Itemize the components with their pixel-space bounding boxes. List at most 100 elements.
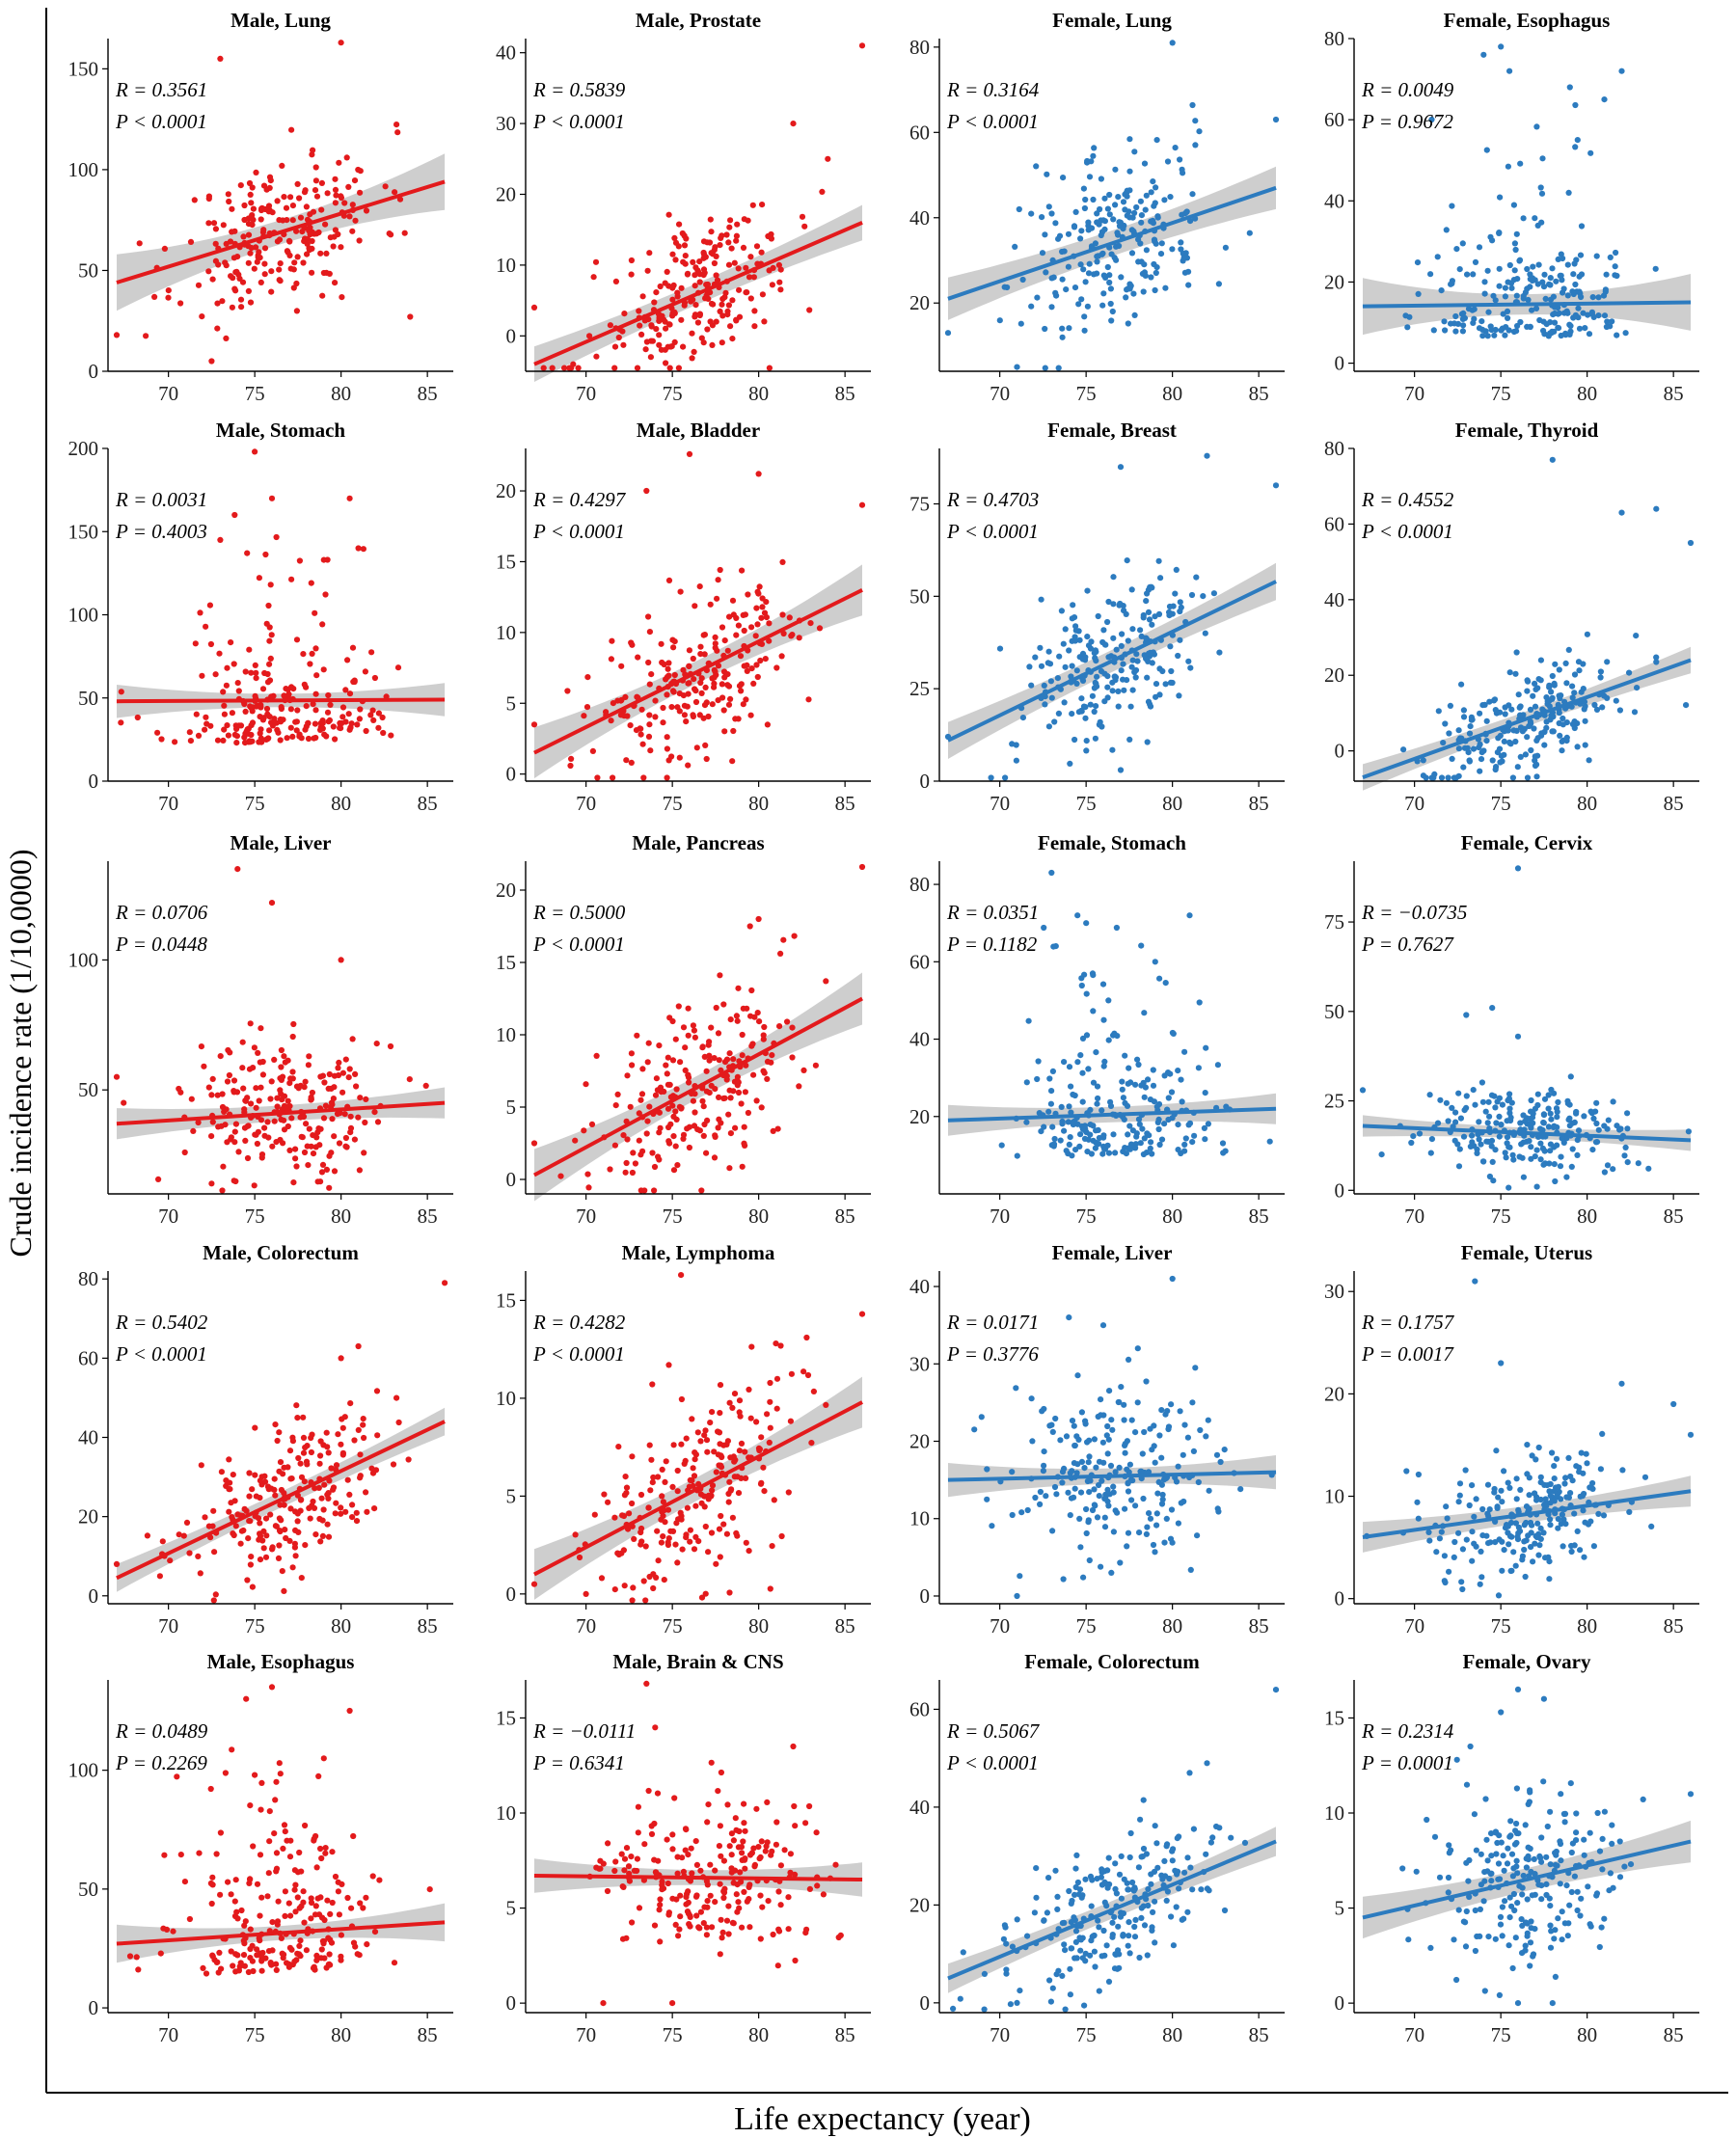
data-point	[1599, 1430, 1606, 1437]
y-tick-label: 15	[496, 550, 516, 573]
data-point	[367, 712, 374, 718]
data-point	[1470, 271, 1477, 278]
data-point	[300, 1113, 308, 1121]
data-point	[1510, 1156, 1517, 1163]
data-point	[716, 1462, 722, 1469]
data-point	[300, 651, 307, 658]
data-point	[1446, 730, 1452, 737]
data-point	[1033, 163, 1040, 170]
data-point	[646, 721, 653, 728]
data-point	[353, 1518, 361, 1525]
data-point	[1182, 1135, 1189, 1142]
data-point	[247, 1020, 254, 1027]
data-point	[703, 755, 710, 763]
data-point	[1079, 1955, 1086, 1962]
data-point	[1098, 217, 1104, 224]
data-point	[1035, 1058, 1042, 1065]
data-point	[669, 1846, 676, 1853]
data-point	[1051, 718, 1058, 725]
data-point	[777, 266, 784, 273]
data-point	[335, 1431, 341, 1438]
data-point	[1537, 657, 1544, 663]
data-point	[305, 1062, 312, 1069]
data-point	[1156, 975, 1163, 982]
data-point	[1136, 1529, 1143, 1536]
data-point	[588, 1121, 596, 1127]
data-point	[739, 1031, 746, 1039]
data-point	[319, 719, 326, 726]
data-point	[832, 1861, 839, 1868]
data-point	[1193, 574, 1200, 581]
data-point	[133, 1954, 140, 1961]
data-point	[1096, 1493, 1102, 1500]
x-tick-label: 80	[1577, 382, 1597, 405]
data-point	[1463, 1012, 1470, 1018]
data-point	[242, 668, 249, 675]
data-point	[701, 632, 709, 638]
data-point	[687, 1538, 693, 1545]
data-point	[1540, 1120, 1547, 1126]
data-point	[1131, 1934, 1139, 1940]
data-point	[257, 714, 263, 720]
data-point	[285, 1900, 292, 1907]
data-point	[372, 1467, 380, 1474]
data-point	[1100, 1063, 1107, 1069]
data-point	[621, 1867, 628, 1874]
data-point	[300, 1899, 307, 1906]
data-point	[1485, 309, 1492, 315]
data-point	[1090, 1933, 1097, 1939]
data-point	[1107, 1102, 1115, 1109]
data-point	[339, 704, 347, 711]
data-point	[669, 688, 677, 694]
data-point	[209, 1881, 216, 1888]
data-point	[1444, 1515, 1451, 1522]
data-point	[1088, 638, 1095, 645]
data-point	[306, 227, 312, 233]
data-point	[1150, 1908, 1156, 1915]
data-point	[239, 279, 247, 285]
data-point	[1400, 746, 1407, 753]
data-point	[1635, 1160, 1641, 1167]
y-tick-label: 0	[506, 763, 517, 786]
data-point	[1143, 192, 1150, 199]
data-point	[540, 365, 547, 371]
data-point	[747, 295, 754, 302]
data-point	[214, 325, 221, 332]
data-point	[624, 713, 631, 719]
data-point	[734, 221, 741, 228]
data-point	[754, 673, 761, 681]
data-point	[252, 1772, 258, 1778]
data-point	[1159, 1491, 1166, 1499]
data-point	[1038, 1128, 1044, 1135]
data-point	[682, 1044, 689, 1051]
data-point	[1537, 1156, 1544, 1163]
data-point	[637, 731, 644, 738]
data-point	[988, 774, 994, 781]
data-point	[257, 1912, 263, 1919]
data-point	[1099, 1881, 1105, 1888]
data-point	[1472, 1101, 1478, 1108]
data-point	[156, 1573, 163, 1580]
data-point	[352, 217, 359, 224]
data-point	[347, 1400, 354, 1407]
p-value: P = 0.6341	[532, 1751, 625, 1774]
data-point	[1096, 1924, 1102, 1931]
data-point	[273, 1961, 280, 1967]
data-point	[739, 1163, 746, 1170]
y-tick-label: 200	[68, 437, 99, 460]
data-point	[1524, 323, 1531, 330]
data-point	[736, 1905, 743, 1911]
data-point	[735, 1079, 742, 1086]
data-point	[1162, 1475, 1170, 1482]
data-point	[1156, 1432, 1163, 1439]
data-point	[256, 1097, 262, 1104]
data-point	[1169, 1857, 1176, 1864]
data-point	[363, 1894, 369, 1901]
data-point	[725, 302, 733, 309]
data-point	[249, 1583, 256, 1590]
data-point	[1200, 593, 1207, 600]
data-point	[685, 762, 692, 769]
data-point	[732, 1815, 739, 1822]
data-point	[1095, 1917, 1101, 1924]
